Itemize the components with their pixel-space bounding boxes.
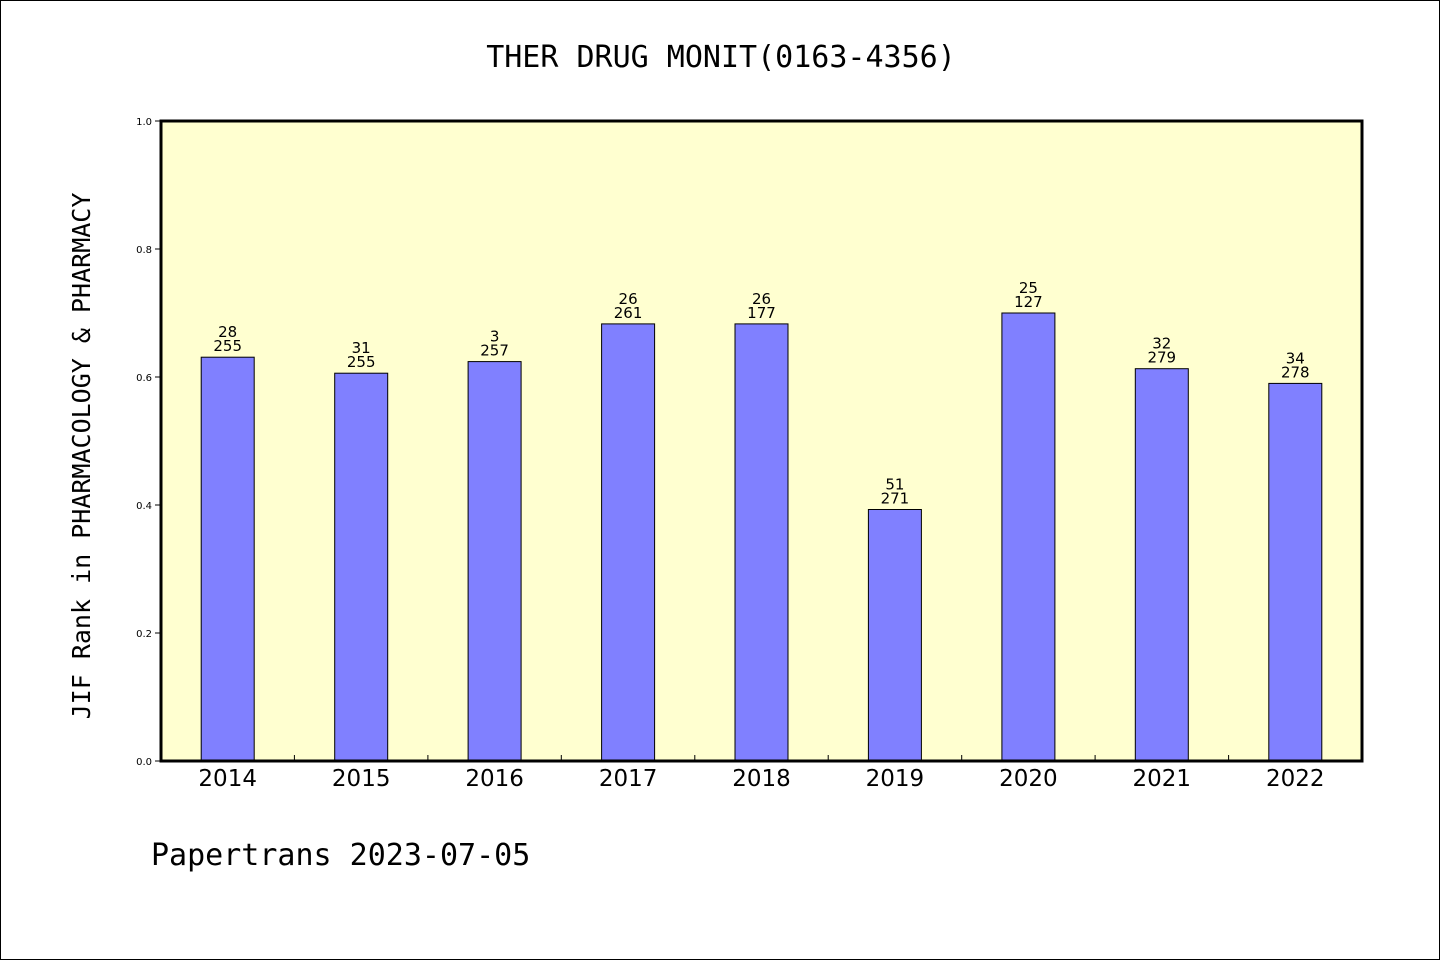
bar-label-top-2022: 34 [1286, 349, 1305, 367]
bar-label-top-2018: 26 [752, 290, 771, 308]
bar-2017 [601, 323, 656, 762]
bar-label-top-2017: 26 [619, 290, 638, 308]
x-tick-label-2021: 2021 [1133, 766, 1192, 792]
x-tick-label-2017: 2017 [599, 766, 658, 792]
bar-2014 [200, 356, 255, 762]
x-tick-label-2020: 2020 [999, 766, 1058, 792]
bars-group [200, 312, 1323, 762]
bar-label-bottom-2022: 278 [1281, 363, 1310, 381]
chart-title: THER DRUG MONIT(0163-4356) [486, 40, 956, 75]
x-axis-ticks: 2014 2015 2016 2017 2018 2019 2020 2021 2022 [198, 755, 1325, 792]
bar-label-bottom-2019: 271 [881, 490, 910, 508]
y-axis-label: JIF Rank in PHARMACOLOGY & PHARMACY [67, 193, 96, 720]
bar-2019 [867, 509, 922, 762]
bar-label-top-2021: 32 [1152, 335, 1171, 353]
bar-label-bottom-2015: 255 [347, 353, 376, 371]
x-tick-label-2022: 2022 [1266, 766, 1325, 792]
bar-2020 [1001, 312, 1056, 762]
bar-2018 [734, 323, 789, 762]
bar-2015 [334, 372, 389, 762]
x-tick-label-2018: 2018 [732, 766, 791, 792]
bar-label-bottom-2016: 257 [480, 342, 509, 360]
x-tick-label-2015: 2015 [332, 766, 391, 792]
y-tick-label: 1.0 [136, 117, 152, 128]
bar-label-bottom-2020: 127 [1014, 293, 1043, 311]
bar-2021 [1134, 368, 1189, 762]
bar-label-top-2015: 31 [352, 339, 371, 357]
bar-label-top-2019: 51 [885, 476, 904, 494]
y-tick-label: 0.4 [136, 501, 152, 512]
y-tick-label: 0.0 [136, 757, 152, 768]
x-tick-label-2016: 2016 [465, 766, 524, 792]
y-tick-label: 0.6 [136, 373, 152, 384]
bar-label-top-2014: 28 [218, 323, 237, 341]
bar-label-bottom-2018: 177 [747, 304, 776, 322]
bar-label-bottom-2017: 261 [614, 304, 643, 322]
footer-text: Papertrans 2023-07-05 [151, 838, 530, 873]
plot-border [159, 119, 1364, 763]
y-tick-label: 0.8 [136, 245, 152, 256]
bar-label-bottom-2021: 279 [1147, 349, 1176, 367]
y-tick-label: 0.2 [136, 629, 152, 640]
bar-2016 [467, 361, 522, 762]
bar-label-bottom-2014: 255 [213, 337, 242, 355]
bar-label-top-2016: 3 [490, 328, 500, 346]
x-tick-label-2014: 2014 [198, 766, 257, 792]
x-tick-label-2019: 2019 [866, 766, 925, 792]
bar-label-top-2020: 25 [1019, 279, 1038, 297]
bar-2022 [1268, 382, 1323, 762]
y-axis-ticks: 0.0 0.2 0.4 0.6 0.8 1.0 [136, 117, 161, 768]
